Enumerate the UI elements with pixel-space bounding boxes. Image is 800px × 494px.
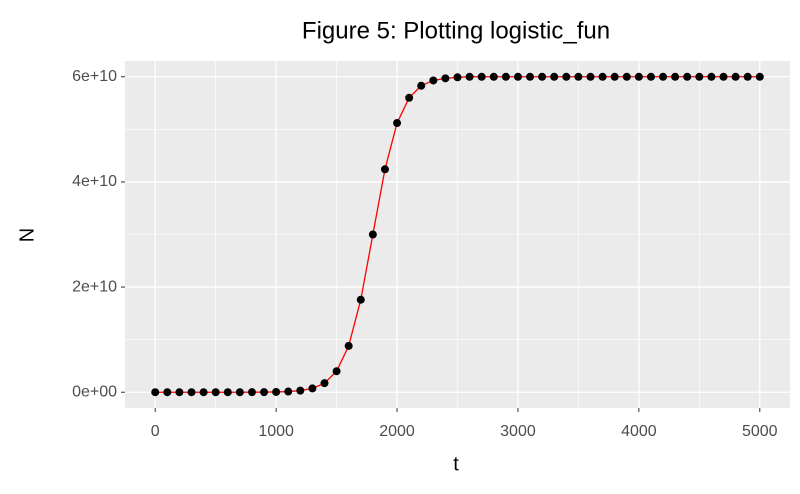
y-tick-label: 4e+10	[72, 173, 117, 190]
point	[441, 74, 450, 83]
point	[634, 72, 643, 81]
point	[671, 72, 680, 81]
point	[562, 72, 571, 81]
point	[235, 388, 244, 397]
point	[393, 119, 402, 128]
x-tick-label: 0	[151, 423, 160, 440]
point	[586, 72, 595, 81]
point	[538, 72, 547, 81]
y-axis-label: N	[16, 228, 38, 242]
point	[743, 72, 752, 81]
point	[695, 72, 704, 81]
point	[260, 388, 269, 397]
point	[199, 388, 208, 397]
point	[453, 73, 462, 82]
point	[513, 72, 522, 81]
point	[356, 295, 365, 304]
point	[489, 72, 498, 81]
point	[646, 72, 655, 81]
x-tick-label: 2000	[379, 423, 415, 440]
point	[755, 72, 764, 81]
point	[610, 72, 619, 81]
point	[332, 367, 341, 376]
point	[284, 387, 293, 396]
point	[175, 388, 184, 397]
y-tick-label: 0e+00	[72, 383, 117, 400]
point	[344, 341, 353, 350]
point	[417, 81, 426, 90]
point	[320, 379, 329, 388]
point	[659, 72, 668, 81]
point	[526, 72, 535, 81]
x-tick-label: 4000	[621, 423, 657, 440]
point	[247, 388, 256, 397]
point	[308, 384, 317, 393]
point	[622, 72, 631, 81]
point	[405, 93, 414, 102]
point	[368, 230, 377, 239]
point	[501, 72, 510, 81]
point	[731, 72, 740, 81]
point	[683, 72, 692, 81]
x-tick-label: 1000	[258, 423, 294, 440]
point	[163, 388, 172, 397]
point	[598, 72, 607, 81]
y-tick-label: 6e+10	[72, 68, 117, 85]
y-tick-label: 2e+10	[72, 278, 117, 295]
point	[707, 72, 716, 81]
point	[719, 72, 728, 81]
point	[151, 388, 160, 397]
x-tick-label: 3000	[500, 423, 536, 440]
point	[296, 386, 305, 395]
point	[465, 72, 474, 81]
x-tick-label: 5000	[742, 423, 778, 440]
point	[223, 388, 232, 397]
point	[380, 165, 389, 174]
chart-title: Figure 5: Plotting logistic_fun	[302, 17, 610, 44]
point	[272, 387, 281, 396]
point	[429, 76, 438, 85]
point	[211, 388, 220, 397]
point	[187, 388, 196, 397]
point	[550, 72, 559, 81]
point	[574, 72, 583, 81]
x-axis-label: t	[453, 453, 459, 475]
point	[477, 72, 486, 81]
